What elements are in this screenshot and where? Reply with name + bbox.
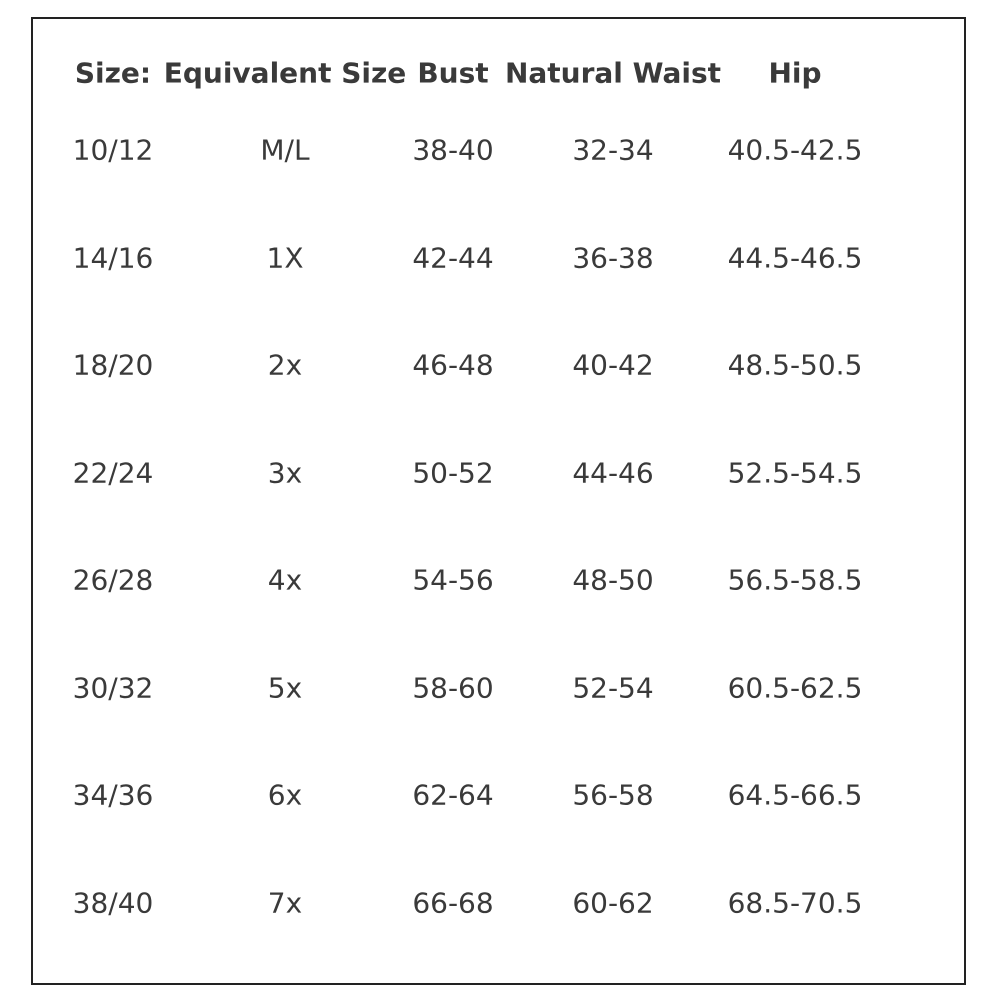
table-cell: 56-58 — [572, 778, 654, 812]
table-cell: 52-54 — [572, 671, 654, 704]
table-cell: 38-40 — [412, 133, 494, 167]
table-cell: 4x — [267, 563, 303, 597]
table-cell: 66-68 — [412, 886, 494, 919]
table-cell: M/L — [260, 133, 310, 167]
table-cell: 56.5-58.5 — [727, 563, 863, 597]
table-cell: 6x — [267, 778, 303, 812]
table-cell: 7x — [267, 886, 303, 919]
table-cell: 36-38 — [572, 241, 654, 274]
table-cell: 3x — [267, 456, 303, 489]
table-cell: 46-48 — [412, 348, 494, 382]
table-cell: 44-46 — [572, 456, 654, 489]
table-cell: 18/20 — [72, 348, 154, 382]
table-cell: 60.5-62.5 — [727, 671, 863, 704]
table-cell: 34/36 — [72, 778, 154, 812]
table-cell: 54-56 — [412, 563, 494, 597]
column-header: Equivalent Size — [163, 56, 407, 90]
table-cell: 30/32 — [72, 671, 154, 704]
table-cell: 58-60 — [412, 671, 494, 704]
table-cell: 32-34 — [572, 133, 654, 167]
table-cell: 40.5-42.5 — [727, 133, 863, 167]
size-chart-frame — [31, 17, 966, 985]
table-cell: 48-50 — [572, 563, 654, 597]
table-cell: 44.5-46.5 — [727, 241, 863, 274]
table-cell: 68.5-70.5 — [727, 886, 863, 919]
table-cell: 52.5-54.5 — [727, 456, 863, 489]
table-cell: 42-44 — [412, 241, 494, 274]
table-cell: 64.5-66.5 — [727, 778, 863, 812]
table-cell: 38/40 — [72, 886, 154, 919]
table-cell: 62-64 — [412, 778, 494, 812]
column-header: Hip — [768, 56, 822, 90]
table-cell: 26/28 — [72, 563, 154, 597]
table-cell: 10/12 — [72, 133, 154, 167]
column-header: Size: — [74, 56, 152, 90]
table-cell: 60-62 — [572, 886, 654, 919]
table-cell: 1X — [266, 241, 304, 274]
column-header: Bust — [417, 56, 489, 90]
table-cell: 2x — [267, 348, 303, 382]
table-cell: 5x — [267, 671, 303, 704]
table-cell: 50-52 — [412, 456, 494, 489]
table-cell: 22/24 — [72, 456, 154, 489]
table-cell: 14/16 — [72, 241, 154, 274]
table-cell: 48.5-50.5 — [727, 348, 863, 382]
column-header: Natural Waist — [504, 56, 722, 90]
table-cell: 40-42 — [572, 348, 654, 382]
